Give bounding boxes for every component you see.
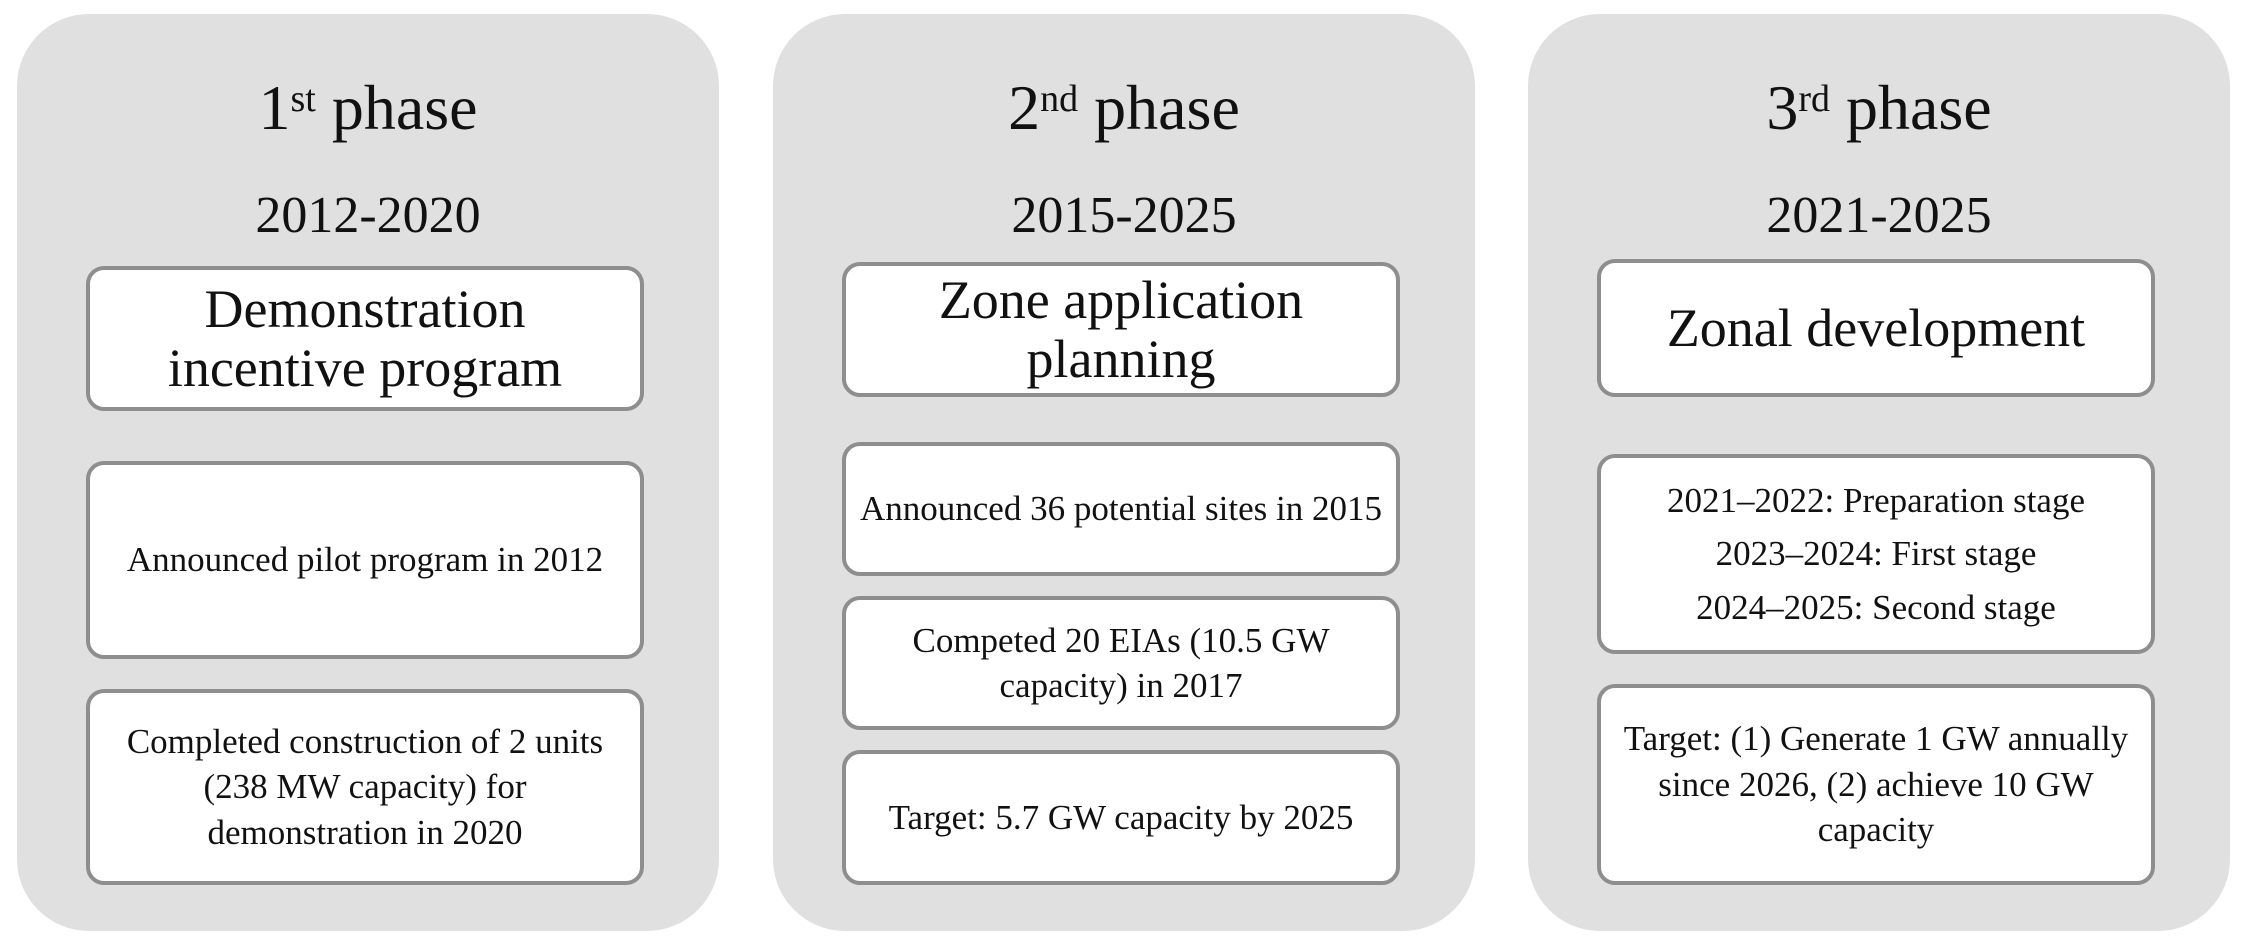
- phase-3-number: 3: [1766, 72, 1799, 143]
- phase-1-item-1: Announced pilot program in 2012: [86, 461, 644, 659]
- phase-1-heading: Demonstration incentive program: [86, 266, 644, 411]
- phase-2-item-2: Competed 20 EIAs (10.5 GW capacity) in 2…: [842, 596, 1400, 730]
- phase-3-years: 2021-2025: [1766, 187, 1992, 244]
- phase-1-number: 1: [258, 72, 291, 143]
- phase-2-item-1: Announced 36 potential sites in 2015: [842, 442, 1400, 576]
- phase-3-stages: 2021–2022: Preparation stage 2023–2024: …: [1597, 454, 2155, 654]
- phase-1-panel: 1st phase 2012-2020 Demonstration incent…: [17, 14, 719, 931]
- phase-3-stage-1: 2021–2022: Preparation stage: [1667, 480, 2085, 520]
- phase-1-item-2: Completed construction of 2 units (238 M…: [86, 689, 644, 885]
- phase-2-title: 2nd phase: [773, 76, 1475, 140]
- phase-2-number: 2: [1008, 72, 1041, 143]
- phase-3-stage-2: 2023–2024: First stage: [1715, 534, 2037, 574]
- phase-3-heading: Zonal development: [1597, 259, 2155, 397]
- phase-3-title: 3rd phase: [1528, 76, 2230, 140]
- phase-1-suffix: st: [290, 78, 316, 120]
- phase-2-panel: 2nd phase 2015-2025 Zone application pla…: [773, 14, 1475, 931]
- phase-3-item-1: Target: (1) Generate 1 GW annually since…: [1597, 684, 2155, 885]
- phase-1-title: 1st phase: [17, 76, 719, 140]
- phase-3-panel: 3rd phase 2021-2025 Zonal development 20…: [1528, 14, 2230, 931]
- phase-2-word: phase: [1094, 72, 1240, 143]
- phase-2-years: 2015-2025: [1011, 187, 1237, 244]
- phase-3-suffix: rd: [1798, 78, 1830, 120]
- phase-2-item-3: Target: 5.7 GW capacity by 2025: [842, 750, 1400, 885]
- phase-1-word: phase: [331, 72, 478, 143]
- phase-1-years: 2012-2020: [255, 187, 481, 244]
- phase-3-word: phase: [1845, 72, 1992, 143]
- phase-3-stage-3: 2024–2025: Second stage: [1696, 587, 2056, 627]
- phase-2-heading: Zone application planning: [842, 262, 1400, 397]
- phase-2-suffix: nd: [1040, 78, 1079, 120]
